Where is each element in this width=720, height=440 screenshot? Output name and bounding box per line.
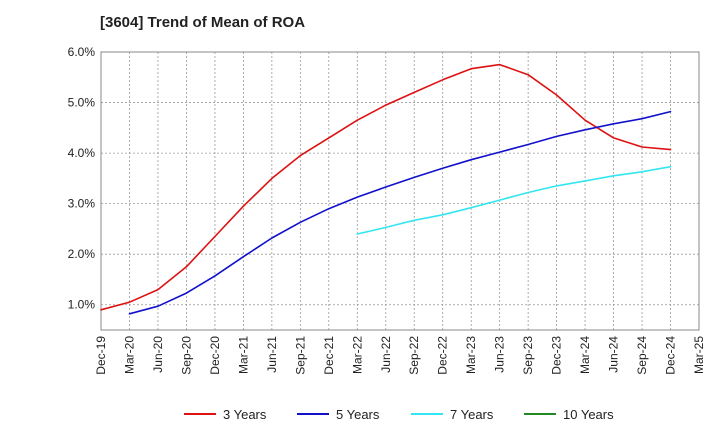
y-tick-label: 1.0% <box>68 298 96 312</box>
x-tick-label: Dec-24 <box>664 336 678 375</box>
y-tick-label: 5.0% <box>68 96 96 110</box>
x-tick-label: Sep-24 <box>635 336 649 375</box>
x-axis-tick-labels: Dec-19 Mar-20 Jun-20 Sep-20 Dec-20 Mar-21 Jun-… <box>94 336 706 375</box>
chart-title: [3604] Trend of Mean of ROA <box>100 14 306 31</box>
x-tick-label: Mar-25 <box>692 336 706 374</box>
series-layer <box>100 63 672 315</box>
y-tick-label: 3.0% <box>68 197 96 211</box>
series-line-3-years <box>100 63 672 311</box>
x-tick-label: Mar-20 <box>122 336 136 374</box>
x-tick-label: Mar-24 <box>578 336 592 374</box>
x-tick-label: Sep-20 <box>179 336 193 375</box>
series-line-5-years <box>128 110 672 315</box>
x-tick-label: Sep-23 <box>521 336 535 375</box>
grid-layer <box>101 52 699 330</box>
x-tick-label: Mar-21 <box>236 336 250 374</box>
x-tick-label: Dec-23 <box>550 336 564 375</box>
x-tick-label: Sep-21 <box>293 336 307 375</box>
x-tick-label: Jun-24 <box>607 336 621 373</box>
y-tick-label: 6.0% <box>68 45 96 59</box>
x-tick-label: Dec-19 <box>94 336 108 375</box>
y-tick-label: 2.0% <box>68 247 96 261</box>
x-tick-label: Sep-22 <box>407 336 421 375</box>
legend-label-5-years: 5 Years <box>336 407 380 422</box>
y-axis-tick-labels: 1.0% 2.0% 3.0% 4.0% 5.0% 6.0% <box>68 45 96 312</box>
x-tick-label: Dec-20 <box>208 336 222 375</box>
legend-label-7-years: 7 Years <box>450 407 494 422</box>
legend-label-3-years: 3 Years <box>223 407 267 422</box>
series-line-7-years <box>356 165 672 235</box>
y-tick-label: 4.0% <box>68 146 96 160</box>
x-tick-label: Mar-23 <box>464 336 478 374</box>
x-tick-label: Dec-21 <box>322 336 336 375</box>
plot-frame <box>100 51 700 331</box>
x-tick-label: Jun-22 <box>379 336 393 373</box>
x-tick-label: Dec-22 <box>436 336 450 375</box>
legend-label-10-years: 10 Years <box>563 407 614 422</box>
legend: 3 Years 5 Years 7 Years 10 Years <box>184 407 614 422</box>
x-tick-label: Mar-22 <box>350 336 364 374</box>
x-tick-label: Jun-21 <box>265 336 279 373</box>
x-tick-label: Jun-23 <box>493 336 507 373</box>
x-tick-label: Jun-20 <box>151 336 165 373</box>
